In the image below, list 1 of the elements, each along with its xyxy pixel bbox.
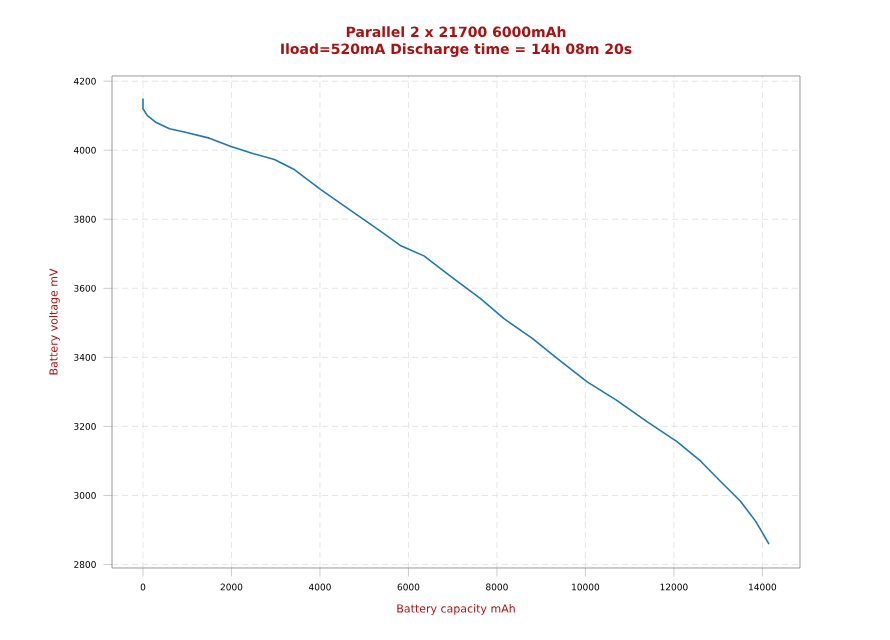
line-series (142, 97, 770, 545)
